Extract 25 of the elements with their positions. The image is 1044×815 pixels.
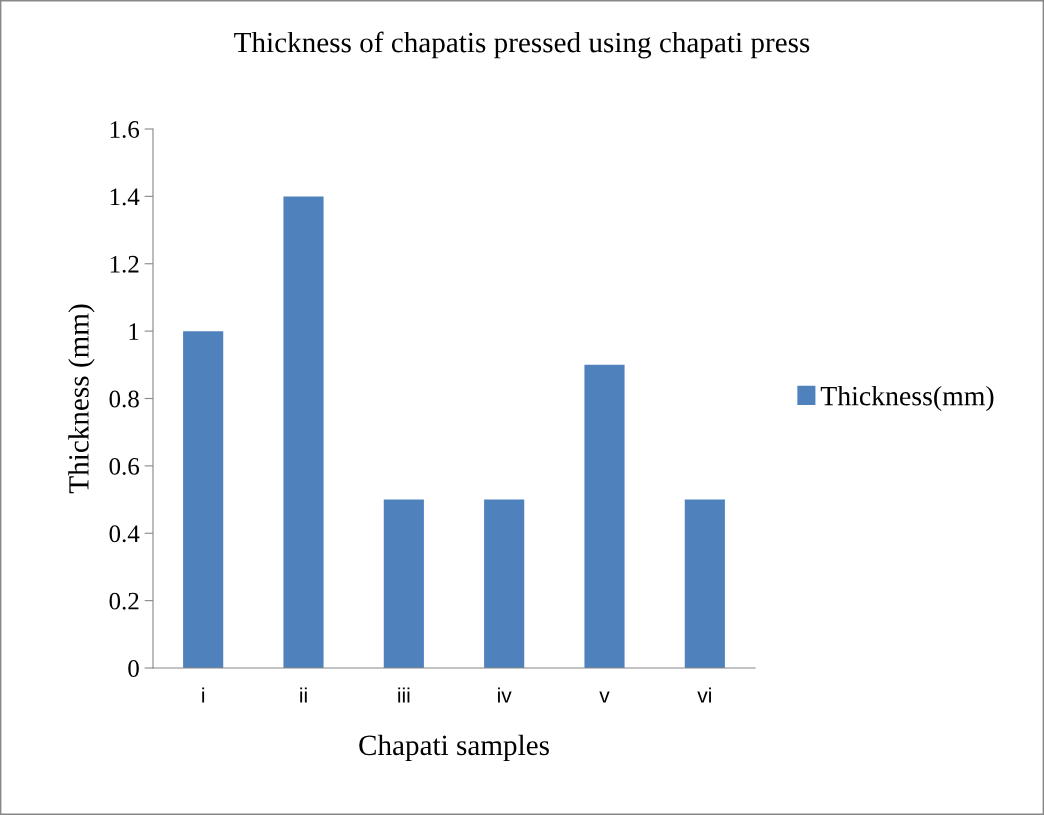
chart-title: Thickness of chapatis pressed using chapati press <box>234 31 810 59</box>
bar <box>283 196 324 668</box>
y-tick-label: 0.2 <box>109 592 139 610</box>
bar <box>484 499 525 668</box>
y-tick-label: 0 <box>128 660 139 677</box>
y-tick-label: 0.4 <box>109 525 140 543</box>
y-tick-label: 0.8 <box>109 390 139 408</box>
bar <box>584 364 625 668</box>
x-tick-label: iv <box>498 687 512 703</box>
x-axis-title: Chapati samples <box>359 734 549 762</box>
y-tick-label: 1 <box>129 323 139 340</box>
bar <box>383 499 424 668</box>
x-tick-label: i <box>202 687 205 703</box>
bar <box>183 331 224 668</box>
x-tick-label: vi <box>697 687 711 703</box>
bar <box>684 499 725 668</box>
x-tick-label: ii <box>300 687 307 703</box>
x-tick-label: v <box>599 691 610 703</box>
y-tick-label: 1.6 <box>110 121 140 139</box>
y-tick-label: 1.4 <box>110 188 140 206</box>
y-tick-label: 1.2 <box>110 255 139 273</box>
legend-label: Thickness(mm) <box>820 385 994 412</box>
x-tick-label: iii <box>398 687 410 703</box>
y-tick-label: 0.6 <box>109 457 140 475</box>
y-axis-title: Thickness (mm) <box>68 304 95 494</box>
